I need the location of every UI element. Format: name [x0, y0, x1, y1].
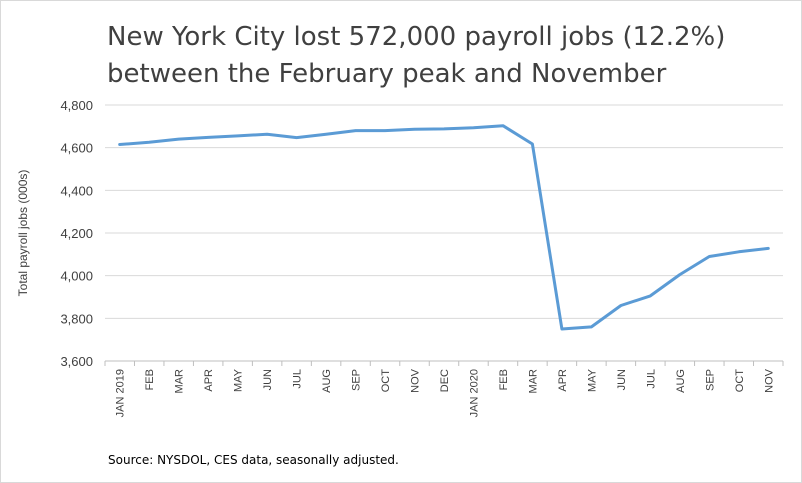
x-tick-label: JAN 2020	[468, 369, 480, 417]
x-tick-label: SEP	[704, 369, 716, 391]
x-tick-label: MAY	[233, 368, 245, 392]
y-tick-label: 4,600	[60, 141, 93, 156]
x-tick-label: JUN	[262, 369, 274, 390]
series-line	[118, 124, 770, 331]
axes	[104, 360, 784, 366]
y-axis-label: Total payroll jobs (000s)	[16, 170, 30, 297]
x-tick-label: AUG	[675, 369, 687, 393]
y-tick-label: 3,800	[60, 311, 93, 326]
source-note: Source: NYSDOL, CES data, seasonally adj…	[108, 453, 399, 467]
x-tick-label: APR	[203, 369, 215, 392]
x-tick-label: OCT	[734, 369, 746, 393]
x-tick-label: SEP	[351, 369, 363, 391]
x-tick-label: MAR	[174, 369, 186, 394]
y-tick-label: 4,800	[60, 98, 93, 113]
y-tick-label: 4,000	[60, 269, 93, 284]
x-tick-label: JUN	[616, 369, 628, 390]
x-tick-label: NOV	[410, 368, 422, 393]
x-tick-label: APR	[557, 369, 569, 392]
x-tick-label: DEC	[439, 369, 451, 392]
x-tick-label: AUG	[321, 369, 333, 393]
gridlines	[105, 104, 783, 362]
x-tick-label: JUL	[292, 369, 304, 389]
y-tick-labels: 3,600 3,800 4,000 4,200 4,400 4,600 4,800	[60, 98, 93, 369]
chart-title-line-2: between the February peak and November	[107, 59, 667, 89]
x-tick-labels: JAN 2019 FEB MAR APR MAY JUN JUL AUG SEP OCT NOV DE…	[115, 368, 776, 417]
x-tick-label: JUL	[645, 369, 657, 389]
x-tick-label: JAN 2019	[115, 369, 127, 417]
series-group	[118, 124, 770, 331]
x-tick-label: NOV	[763, 368, 775, 393]
x-tick-label: FEB	[498, 369, 510, 390]
x-tick-label: MAR	[527, 369, 539, 394]
y-tick-label: 4,400	[60, 183, 93, 198]
chart-title: New York City lost 572,000 payroll jobs …	[107, 19, 787, 93]
y-tick-label: 4,200	[60, 226, 93, 241]
x-tick-label: OCT	[380, 369, 392, 393]
y-tick-label: 3,600	[60, 354, 93, 369]
chart-title-line-1: New York City lost 572,000 payroll jobs …	[107, 22, 726, 52]
x-tick-label: FEB	[144, 369, 156, 390]
x-tick-label: MAY	[586, 368, 598, 392]
